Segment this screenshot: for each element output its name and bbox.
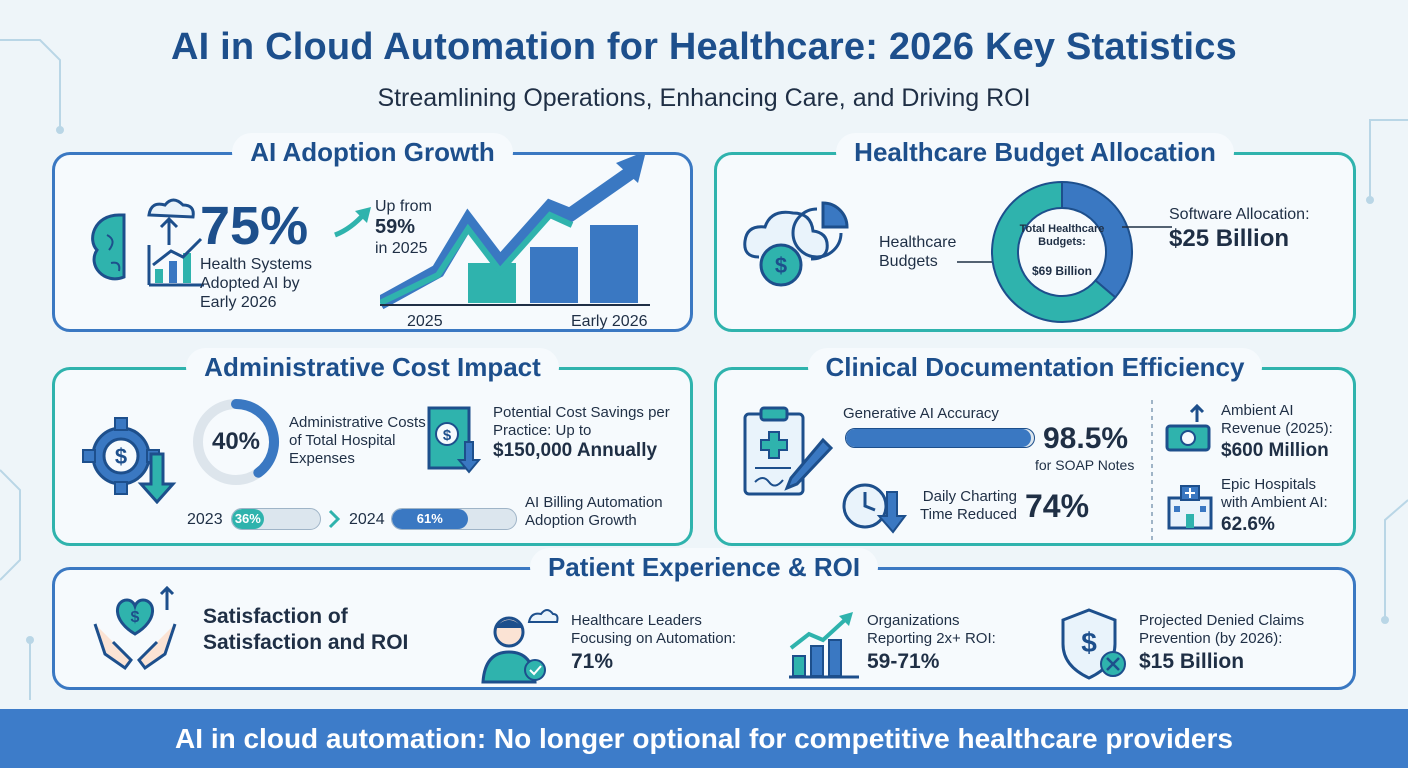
- clinical-panel: Clinical Documentation Efficiency Genera…: [714, 348, 1356, 546]
- leaders-value: 71%: [571, 650, 614, 673]
- svg-text:$: $: [443, 427, 452, 444]
- epic-label: Epic Hospitals with Ambient AI:: [1221, 476, 1328, 511]
- cash-up-icon: [1165, 403, 1211, 452]
- leader-person-icon: [481, 609, 559, 684]
- roi-value: 59-71%: [867, 650, 940, 673]
- budget-panel: Healthcare Budget Allocation $ Healthcar…: [714, 133, 1356, 332]
- budget-center-value: $69 Billion: [1031, 264, 1093, 278]
- admin-panel: Administrative Cost Impact $ 40% Adminis…: [52, 348, 693, 546]
- admin-ring-label: Administrative Costs of Total Hospital E…: [289, 414, 426, 467]
- svg-text:$: $: [131, 609, 140, 626]
- svg-text:$: $: [115, 444, 127, 469]
- clipboard-pen-icon: [743, 406, 834, 496]
- axis-start-label: 2025: [407, 313, 443, 330]
- page-subtitle: Streamlining Operations, Enhancing Care,…: [377, 84, 1031, 112]
- patient-title: Patient Experience & ROI: [529, 548, 879, 587]
- brain-cloud-icon: [91, 198, 204, 287]
- clinical-title: Clinical Documentation Efficiency: [807, 348, 1263, 387]
- software-value: $25 Billion: [1169, 225, 1290, 252]
- admin-ring-chart: [193, 399, 279, 485]
- progress-2024: 61%: [391, 508, 517, 530]
- clock-down-icon: [842, 483, 907, 534]
- up-from-value: 59%: [375, 216, 416, 238]
- leaders-label: Healthcare Leaders Focusing on Automatio…: [571, 612, 737, 647]
- hospital-icon: [1167, 485, 1213, 530]
- claims-value: $15 Billion: [1139, 650, 1245, 673]
- budget-title: Healthcare Budget Allocation: [836, 133, 1234, 172]
- accuracy-sub: for SOAP Notes: [1035, 457, 1135, 473]
- roi-label: Organizations Reporting 2x+ ROI:: [867, 612, 996, 647]
- roi-chart-icon: [789, 612, 859, 679]
- progress-2023-fill: 36%: [232, 509, 264, 529]
- ambient-value: $600 Million: [1221, 440, 1329, 461]
- growth-label: AI Billing Automation Adoption Growth: [525, 494, 663, 529]
- svg-text:$: $: [1081, 627, 1097, 658]
- accuracy-bar-fill: [846, 429, 1032, 447]
- adoption-stat: 75%: [200, 196, 309, 256]
- software-label: Software Allocation:: [1169, 206, 1310, 223]
- chevron-right-icon: [328, 509, 341, 529]
- growth-chart-graphic: [380, 155, 650, 310]
- claims-label: Projected Denied Claims Prevention (by 2…: [1139, 612, 1305, 647]
- charting-label: Daily Charting Time Reduced: [920, 488, 1017, 523]
- adoption-stat-label: Health Systems Adopted AI by Early 2026: [200, 256, 313, 311]
- year-b-label: 2024: [349, 511, 385, 528]
- ambient-label: Ambient AI Revenue (2025):: [1221, 402, 1333, 437]
- hands-heart-icon: $: [93, 585, 177, 671]
- vertical-divider: [1151, 400, 1153, 540]
- admin-title: Administrative Cost Impact: [186, 348, 559, 387]
- charting-value: 74%: [1025, 488, 1090, 524]
- up-from-label: Up from: [375, 198, 432, 215]
- page-title: AI in Cloud Automation for Healthcare: 2…: [171, 26, 1237, 68]
- shield-dollar-icon: $: [1061, 608, 1126, 680]
- adoption-panel: AI Adoption Growth 75% Health Systems Ad…: [52, 133, 693, 332]
- receipt-dollar-icon: $: [427, 406, 481, 474]
- year-a-label: 2023: [187, 511, 223, 528]
- satisfaction-text: Satisfaction of Satisfaction and ROI: [203, 605, 409, 654]
- adoption-title: AI Adoption Growth: [232, 133, 513, 172]
- donut-slice-other: [991, 180, 1117, 323]
- cloud-dollar-icon: $: [743, 201, 849, 287]
- up-from-year: in 2025: [375, 240, 428, 257]
- software-leader-line: [1122, 226, 1172, 228]
- budget-center-label: Total Healthcare Budgets:: [1019, 223, 1105, 248]
- accuracy-value: 98.5%: [1043, 422, 1129, 455]
- footer-banner: AI in cloud automation: No longer option…: [0, 709, 1408, 768]
- svg-text:$: $: [775, 253, 787, 278]
- savings-label: Potential Cost Savings per Practice: Up …: [493, 404, 670, 439]
- budget-left-label: Healthcare Budgets: [879, 234, 957, 270]
- gear-dollar-icon: $: [82, 417, 177, 504]
- accuracy-label: Generative AI Accuracy: [843, 405, 999, 422]
- accuracy-bar: [845, 428, 1035, 448]
- budget-leader-line: [957, 261, 997, 263]
- epic-value: 62.6%: [1221, 514, 1275, 535]
- progress-2024-fill: 61%: [392, 509, 468, 529]
- progress-2023: 36%: [231, 508, 321, 530]
- savings-value: $150,000 Annually: [493, 440, 658, 461]
- up-arrow-icon: [334, 207, 371, 238]
- axis-end-label: Early 2026: [571, 313, 648, 330]
- budget-donut-chart: [991, 180, 1133, 323]
- patient-panel: Patient Experience & ROI $ Satisfaction …: [52, 548, 1356, 690]
- admin-ring-value: 40%: [211, 428, 261, 455]
